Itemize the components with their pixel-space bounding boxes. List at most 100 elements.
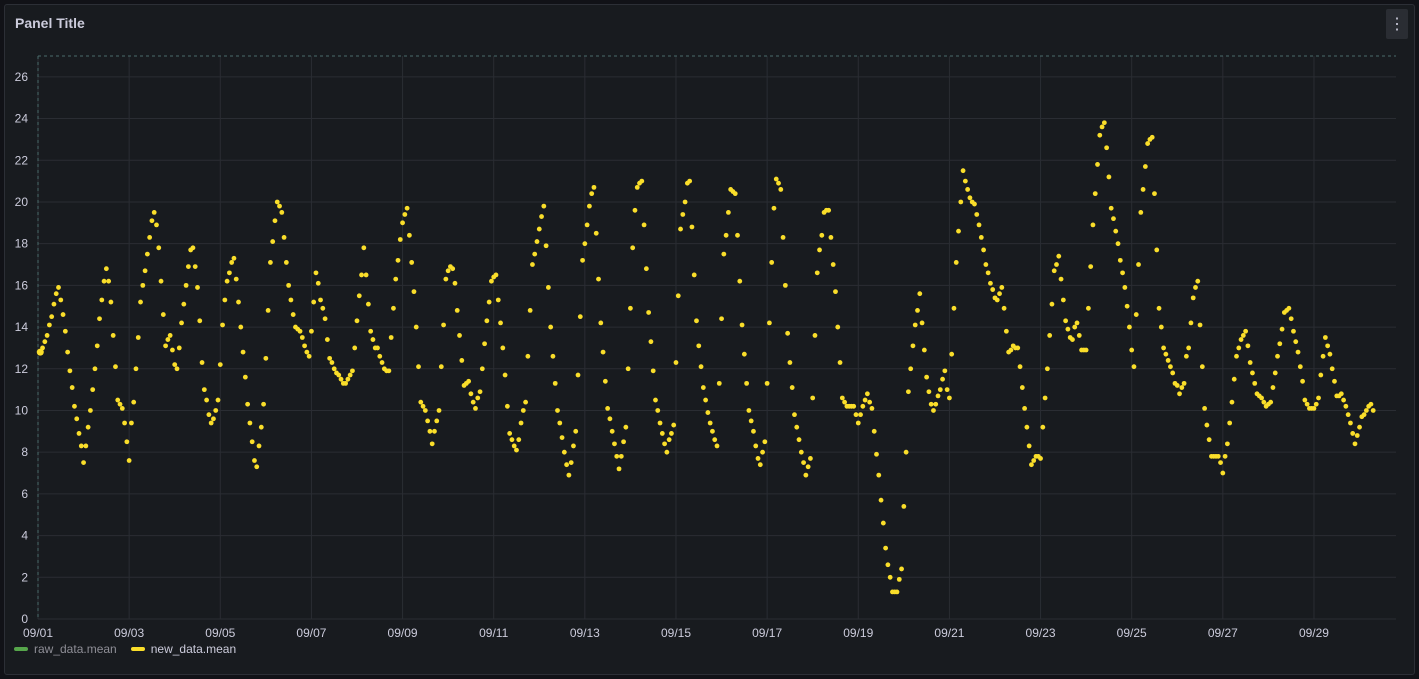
data-point [1031, 458, 1037, 463]
data-point [167, 333, 173, 338]
data-point [174, 366, 180, 372]
data-point [92, 366, 98, 372]
data-point [1250, 370, 1255, 376]
data-point [714, 443, 720, 449]
data-point [552, 380, 558, 386]
data-point [1015, 345, 1021, 351]
data-point [1083, 347, 1089, 353]
data-point [222, 297, 228, 303]
data-point [36, 348, 44, 356]
data-point [885, 562, 891, 568]
data-point [395, 257, 401, 263]
data-point [473, 405, 478, 411]
data-point [1275, 353, 1280, 359]
data-point [1272, 370, 1278, 376]
data-point [582, 241, 588, 247]
data-point [694, 318, 699, 324]
y-tick-label: 12 [15, 362, 29, 376]
data-point [1343, 403, 1349, 409]
data-point [803, 472, 809, 478]
data-point [557, 420, 563, 426]
data-point [990, 287, 996, 292]
data-point [598, 320, 604, 326]
data-point [921, 347, 927, 353]
data-point [810, 395, 816, 401]
data-point [698, 364, 704, 370]
data-point [826, 207, 832, 213]
data-point [1277, 341, 1283, 347]
data-point [518, 420, 524, 426]
data-point [1076, 333, 1082, 338]
data-point [564, 462, 570, 468]
legend-item[interactable]: raw_data.mean [14, 642, 117, 656]
data-point [1231, 376, 1237, 382]
data-point [69, 385, 75, 390]
data-point [1047, 333, 1053, 338]
data-point [256, 443, 262, 449]
data-point [978, 235, 984, 240]
data-point [1099, 124, 1105, 130]
data-point [72, 403, 77, 409]
data-point [814, 270, 820, 276]
data-point [1040, 424, 1046, 430]
data-point [962, 178, 968, 184]
data-point [842, 399, 847, 405]
data-point [138, 299, 143, 305]
data-point [798, 449, 804, 455]
data-point [238, 324, 244, 330]
data-point [1129, 347, 1135, 353]
data-point [1120, 270, 1125, 276]
data-point [1138, 209, 1144, 215]
data-point [204, 397, 210, 403]
data-point [65, 349, 71, 355]
data-point [878, 497, 884, 503]
data-point [1311, 405, 1317, 411]
data-point [732, 191, 738, 197]
data-point [411, 289, 417, 295]
data-point [1352, 441, 1358, 447]
data-point [489, 278, 494, 284]
data-point [1368, 401, 1374, 407]
data-point [254, 464, 260, 470]
legend-swatch [130, 647, 145, 651]
data-point [1154, 247, 1160, 253]
data-point [240, 349, 246, 355]
legend-swatch [14, 647, 28, 651]
y-tick-label: 4 [21, 529, 28, 543]
data-point [641, 222, 647, 228]
data-point [940, 376, 945, 382]
data-point [1348, 420, 1353, 426]
panel-menu-button[interactable]: ⋮ [1386, 9, 1408, 39]
data-point [495, 297, 501, 303]
data-point [258, 424, 264, 430]
data-point [1293, 339, 1299, 345]
data-point [607, 416, 613, 422]
data-point [587, 203, 592, 209]
data-point [716, 380, 722, 386]
data-point [534, 239, 540, 244]
data-point [147, 235, 153, 240]
data-point [1370, 408, 1376, 413]
data-point [1008, 347, 1014, 353]
data-point [527, 307, 533, 313]
data-point [386, 368, 392, 374]
data-point [545, 285, 551, 290]
x-tick-label: 09/23 [1026, 626, 1056, 640]
data-point [1291, 328, 1296, 334]
data-point [869, 405, 875, 411]
data-point [778, 187, 784, 192]
data-point [229, 260, 235, 265]
data-point [1261, 399, 1267, 405]
data-point [106, 278, 112, 284]
data-point [329, 360, 335, 365]
data-point [247, 420, 253, 426]
legend-item[interactable]: new_data.mean [130, 642, 236, 656]
data-point [110, 333, 116, 338]
data-point [176, 345, 182, 351]
data-point [591, 184, 597, 190]
data-point [710, 428, 715, 434]
data-point [117, 401, 123, 407]
y-tick-label: 22 [15, 153, 29, 167]
data-point [133, 366, 139, 372]
data-point [673, 360, 679, 365]
